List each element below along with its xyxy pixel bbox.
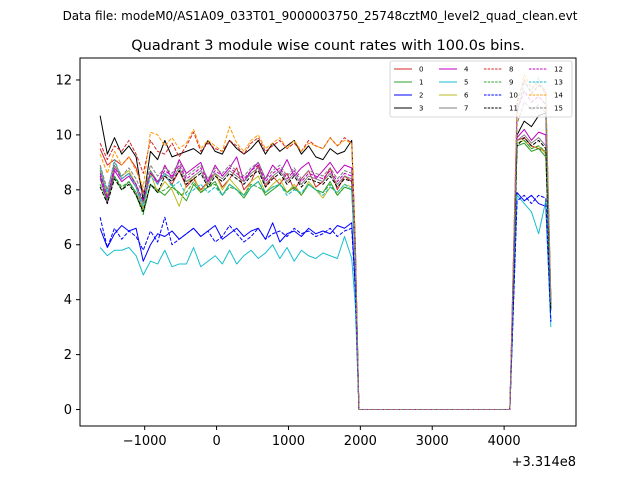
x-tick-label: 2000 [344,434,377,449]
legend-label-9: 9 [509,79,513,87]
legend-label-15: 15 [554,105,563,113]
y-tick-label: 12 [55,73,72,88]
legend-label-3: 3 [419,105,423,113]
y-tick-label: 2 [64,348,72,363]
legend-label-14: 14 [554,92,563,100]
legend-label-5: 5 [464,79,468,87]
legend-label-12: 12 [554,66,563,74]
series-layer [99,73,552,411]
x-tick-label: 3000 [416,434,449,449]
x-tick-label: 1000 [272,434,305,449]
x-tick-label: 4000 [488,434,521,449]
legend-label-6: 6 [464,92,469,100]
legend-label-13: 13 [554,79,563,87]
legend-label-7: 7 [464,105,468,113]
legend-label-1: 1 [419,79,423,87]
legend-box [389,60,573,118]
y-tick-label: 6 [64,238,72,253]
x-offset-label: +3.314e8 [512,455,576,470]
y-tick-label: 0 [64,403,72,418]
series-line-12 [99,90,552,411]
x-tick-label: 0 [212,434,220,449]
legend-label-4: 4 [464,66,469,74]
y-tick-label: 10 [55,128,72,143]
plot-frame [79,57,577,427]
series-line-10 [99,194,552,411]
chart-title: Quadrant 3 module wise count rates with … [131,38,525,54]
legend-label-0: 0 [419,66,423,74]
series-line-15 [99,101,552,411]
y-tick-label: 4 [64,293,72,308]
figure-suptitle: Data file: modeM0/AS1A09_033T01_90000037… [63,9,578,23]
legend-label-2: 2 [419,92,423,100]
y-tick-label: 8 [64,183,72,198]
legend-label-10: 10 [509,92,518,100]
plot-area [80,58,576,426]
x-tick-label: −1000 [123,434,167,449]
legend-label-8: 8 [509,66,513,74]
legend-label-11: 11 [509,105,518,113]
